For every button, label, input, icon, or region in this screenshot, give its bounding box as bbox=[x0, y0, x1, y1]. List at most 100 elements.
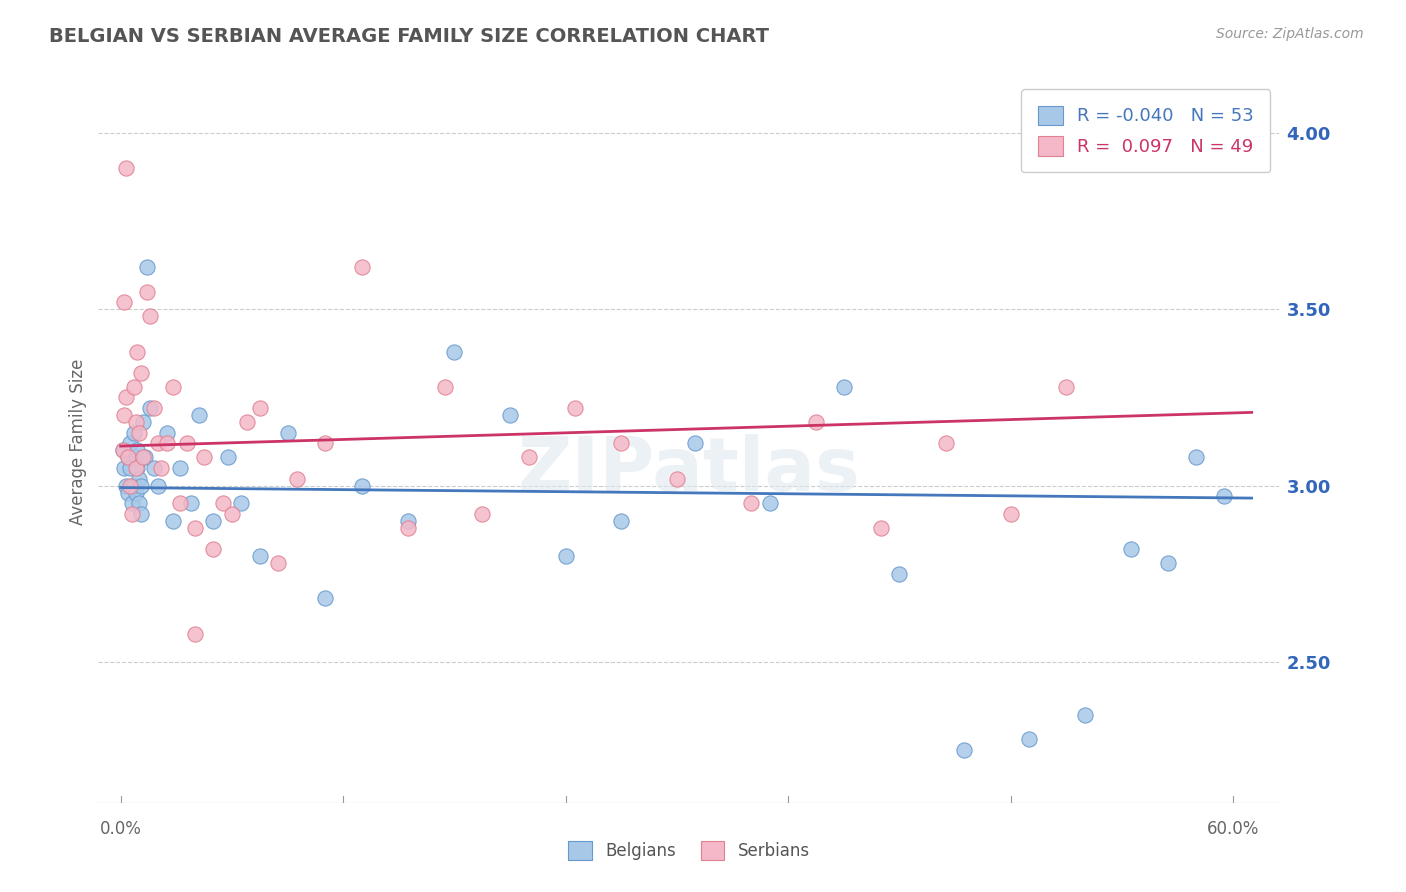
Point bbox=[221, 507, 243, 521]
Point bbox=[162, 514, 184, 528]
Point bbox=[169, 496, 191, 510]
Point bbox=[1000, 507, 1022, 521]
Point bbox=[128, 496, 150, 510]
Point bbox=[564, 401, 586, 415]
Text: BELGIAN VS SERBIAN AVERAGE FAMILY SIZE CORRELATION CHART: BELGIAN VS SERBIAN AVERAGE FAMILY SIZE C… bbox=[49, 27, 769, 45]
Point bbox=[112, 295, 135, 310]
Y-axis label: Average Family Size: Average Family Size bbox=[69, 359, 87, 524]
Point bbox=[111, 443, 134, 458]
Point bbox=[128, 471, 150, 485]
Point bbox=[169, 461, 191, 475]
Point bbox=[249, 401, 271, 415]
Point bbox=[1121, 542, 1143, 557]
Point bbox=[118, 478, 141, 492]
Point bbox=[211, 496, 233, 510]
Point bbox=[134, 450, 156, 465]
Point bbox=[176, 436, 198, 450]
Point bbox=[180, 496, 202, 510]
Point bbox=[156, 436, 179, 450]
Point bbox=[1074, 707, 1097, 722]
Point bbox=[935, 436, 957, 450]
Point bbox=[396, 514, 419, 528]
Point bbox=[143, 461, 166, 475]
Point bbox=[156, 425, 179, 440]
Point bbox=[127, 461, 149, 475]
Point bbox=[1157, 556, 1180, 570]
Point bbox=[122, 478, 145, 492]
Point bbox=[121, 507, 143, 521]
Text: Source: ZipAtlas.com: Source: ZipAtlas.com bbox=[1216, 27, 1364, 41]
Point bbox=[187, 408, 209, 422]
Point bbox=[128, 425, 150, 440]
Point bbox=[146, 478, 169, 492]
Point bbox=[124, 461, 146, 475]
Point bbox=[117, 450, 139, 465]
Point bbox=[665, 471, 688, 485]
Text: ZIPatlas: ZIPatlas bbox=[517, 434, 860, 507]
Point bbox=[129, 478, 152, 492]
Point bbox=[162, 380, 184, 394]
Point bbox=[285, 471, 308, 485]
Text: 60.0%: 60.0% bbox=[1206, 821, 1260, 838]
Point bbox=[135, 260, 157, 274]
Point bbox=[184, 626, 207, 640]
Point bbox=[112, 461, 135, 475]
Point bbox=[202, 514, 225, 528]
Point bbox=[231, 496, 253, 510]
Point bbox=[499, 408, 522, 422]
Point bbox=[267, 556, 290, 570]
Point bbox=[610, 436, 633, 450]
Point bbox=[124, 415, 146, 429]
Point bbox=[554, 549, 576, 563]
Point bbox=[1018, 732, 1040, 747]
Legend: Belgians, Serbians: Belgians, Serbians bbox=[561, 835, 817, 867]
Point bbox=[132, 415, 155, 429]
Point bbox=[146, 436, 169, 450]
Point bbox=[129, 366, 152, 380]
Point bbox=[350, 260, 373, 274]
Point bbox=[249, 549, 271, 563]
Point bbox=[202, 542, 225, 557]
Point bbox=[350, 478, 373, 492]
Point bbox=[117, 450, 139, 465]
Point bbox=[122, 425, 145, 440]
Point bbox=[139, 310, 162, 324]
Point bbox=[396, 521, 419, 535]
Point bbox=[115, 478, 138, 492]
Point bbox=[127, 443, 149, 458]
Point bbox=[610, 514, 633, 528]
Point bbox=[217, 450, 239, 465]
Point bbox=[314, 436, 336, 450]
Point bbox=[143, 401, 166, 415]
Point bbox=[1054, 380, 1077, 394]
Point bbox=[953, 743, 976, 757]
Point bbox=[127, 344, 149, 359]
Point bbox=[235, 415, 257, 429]
Point bbox=[517, 450, 540, 465]
Point bbox=[121, 496, 143, 510]
Point bbox=[471, 507, 494, 521]
Point bbox=[314, 591, 336, 606]
Point bbox=[434, 380, 457, 394]
Point bbox=[135, 285, 157, 299]
Point bbox=[115, 161, 138, 176]
Point bbox=[139, 401, 162, 415]
Point bbox=[118, 461, 141, 475]
Point bbox=[889, 566, 911, 581]
Point bbox=[150, 461, 173, 475]
Point bbox=[193, 450, 215, 465]
Point bbox=[277, 425, 299, 440]
Point bbox=[111, 443, 134, 458]
Point bbox=[1185, 450, 1208, 465]
Point bbox=[685, 436, 707, 450]
Point bbox=[112, 408, 135, 422]
Point bbox=[124, 450, 146, 465]
Point bbox=[117, 485, 139, 500]
Point bbox=[1212, 489, 1234, 503]
Point bbox=[121, 478, 143, 492]
Text: 0.0%: 0.0% bbox=[100, 821, 142, 838]
Point bbox=[115, 391, 138, 405]
Point bbox=[124, 485, 146, 500]
Point bbox=[758, 496, 780, 510]
Point bbox=[129, 507, 152, 521]
